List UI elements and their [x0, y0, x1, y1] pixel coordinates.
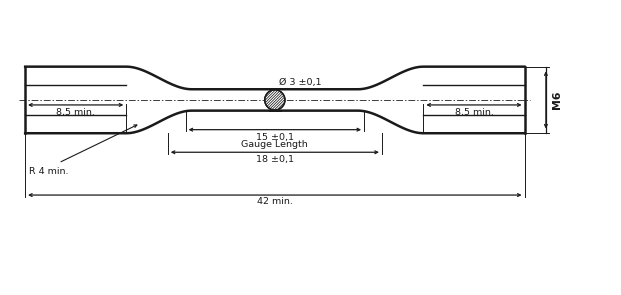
Text: 42 min.: 42 min. [257, 197, 292, 206]
Text: 18 ±0,1: 18 ±0,1 [256, 155, 294, 164]
Ellipse shape [265, 90, 285, 110]
Text: Gauge Length: Gauge Length [242, 140, 308, 149]
Text: M6: M6 [553, 91, 563, 109]
Text: R 4 min.: R 4 min. [29, 166, 68, 176]
Text: Ø 3 ±0,1: Ø 3 ±0,1 [279, 78, 322, 87]
Text: 8,5 min.: 8,5 min. [57, 108, 95, 117]
Text: 15 ±0,1: 15 ±0,1 [256, 133, 294, 142]
Text: 8,5 min.: 8,5 min. [455, 108, 494, 117]
